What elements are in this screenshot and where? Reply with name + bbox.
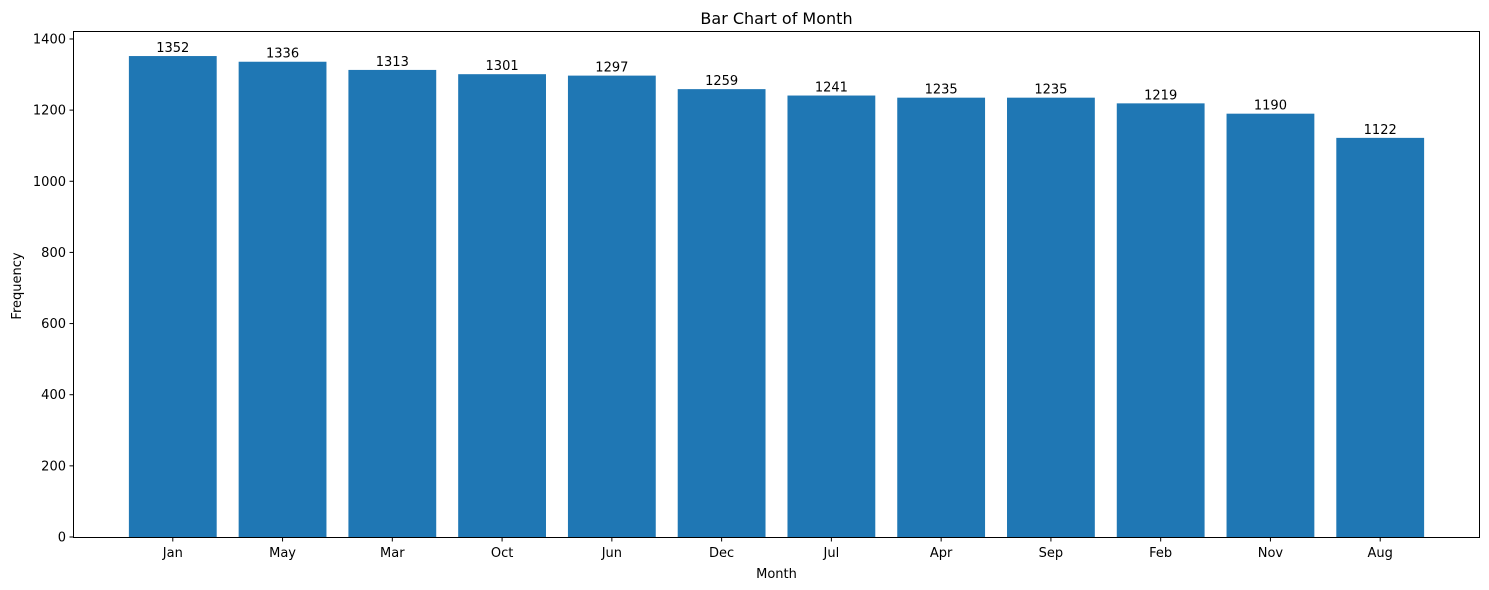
x-tick-label-sep: Sep	[1039, 546, 1064, 561]
x-tick-label-dec: Dec	[709, 546, 734, 561]
y-tick-label-1400: 1400	[33, 32, 66, 47]
bar-nov	[1226, 113, 1315, 538]
bar-jan	[128, 56, 217, 538]
data-label-sep: 1235	[1034, 83, 1067, 98]
x-tick-label-jul: Jul	[823, 546, 840, 561]
data-label-jun: 1297	[595, 61, 628, 76]
data-label-mar: 1313	[376, 55, 409, 70]
bar-apr	[897, 97, 986, 538]
bar-sep	[1007, 97, 1095, 538]
x-tick-label-may: May	[269, 546, 296, 561]
data-label-feb: 1219	[1144, 88, 1177, 103]
y-tick-label-600: 600	[41, 317, 66, 332]
data-label-aug: 1122	[1364, 123, 1397, 138]
x-tick-label-nov: Nov	[1258, 546, 1284, 561]
bar-feb	[1116, 103, 1205, 538]
bar-dec	[677, 89, 766, 537]
bar-mar	[348, 69, 437, 538]
x-tick-label-oct: Oct	[491, 546, 513, 561]
bar-oct	[458, 74, 546, 537]
data-labels-layer: 1352 1336 1313 1301 1297 1259 1241 1235 1235 1219…	[156, 41, 1397, 138]
data-label-may: 1336	[266, 47, 299, 62]
x-tick-label-aug: Aug	[1368, 546, 1393, 561]
x-tick-label-mar: Mar	[380, 546, 405, 561]
y-tick-label-0: 0	[58, 531, 66, 546]
data-label-nov: 1190	[1254, 99, 1287, 114]
data-label-jul: 1241	[815, 81, 848, 96]
bar-may	[238, 61, 327, 537]
plot-frame	[73, 31, 1480, 538]
bar-jul	[787, 95, 876, 538]
x-tick-label-apr: Apr	[930, 546, 953, 561]
x-axis-label: Month	[756, 567, 797, 582]
bars-layer	[128, 56, 1425, 538]
bar-aug	[1336, 137, 1425, 537]
x-tick-label-jan: Jan	[162, 546, 183, 561]
x-axis: Jan May Mar Oct Jun Dec Jul Apr Sep Feb Nov Aug	[162, 537, 1393, 561]
y-tick-label-200: 200	[41, 459, 66, 474]
x-tick-label-jun: Jun	[601, 546, 622, 561]
y-tick-label-1200: 1200	[33, 104, 66, 119]
chart-title: Bar Chart of Month	[700, 9, 852, 28]
y-tick-label-400: 400	[41, 388, 66, 403]
data-label-oct: 1301	[486, 59, 519, 74]
data-label-dec: 1259	[705, 74, 738, 89]
data-label-apr: 1235	[925, 83, 958, 98]
data-label-jan: 1352	[156, 41, 189, 56]
y-tick-label-800: 800	[41, 246, 66, 261]
y-axis: 0 200 400 600 800 1000 1200 1400	[33, 32, 74, 546]
x-tick-label-feb: Feb	[1149, 546, 1172, 561]
y-tick-label-1000: 1000	[33, 175, 66, 190]
y-axis-label: Frequency	[10, 252, 25, 319]
bar-jun	[567, 75, 656, 538]
